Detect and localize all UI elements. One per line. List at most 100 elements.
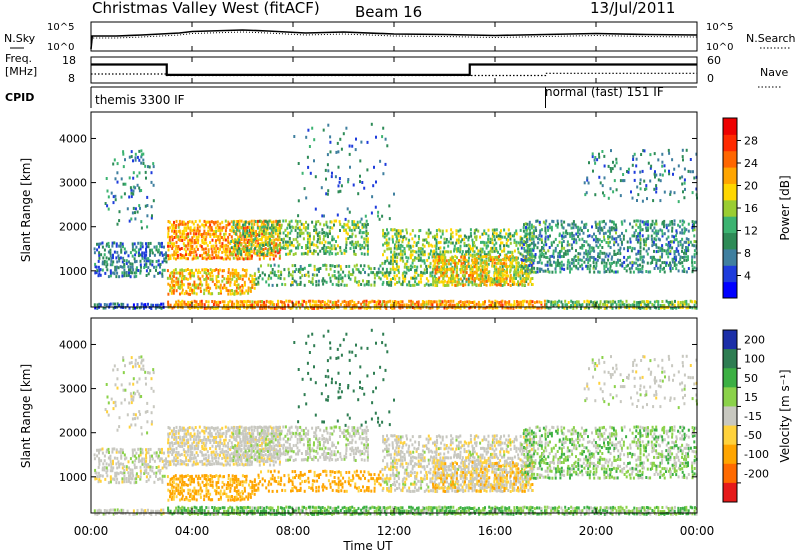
data-cell [198,219,201,223]
data-cell [138,306,141,310]
data-cell [157,259,160,263]
data-cell [467,262,470,266]
data-cell [247,220,250,224]
data-cell [125,456,128,460]
data-cell [549,226,551,230]
data-cell [669,266,672,270]
data-cell [189,274,192,278]
data-cell [441,302,444,306]
data-cell [601,220,604,224]
data-cell [663,303,666,307]
data-cell [390,283,393,287]
data-cell [255,282,258,286]
data-cell [695,306,698,310]
data-cell [443,279,446,283]
data-cell [530,266,533,270]
data-cell [205,257,208,261]
data-cell [557,306,560,310]
data-cell [297,214,300,218]
data-cell [128,474,130,478]
data-cell [445,270,448,274]
data-cell [533,270,535,274]
data-cell [380,303,383,307]
data-cell [495,283,498,287]
data-cell [541,251,544,255]
data-cell [126,509,129,513]
data-cell [138,186,141,190]
data-cell [511,234,514,238]
data-cell [483,253,486,257]
data-cell [114,177,117,181]
data-cell [593,158,596,162]
data-cell [212,220,215,224]
data-cell [491,306,494,310]
data-cell [436,232,438,236]
data-cell [175,283,178,287]
data-cell [347,178,350,181]
data-cell [319,222,322,226]
data-cell [98,272,101,276]
data-cell [271,300,274,304]
data-cell [526,258,529,262]
data-cell [375,303,378,307]
data-cell [151,465,154,469]
data-cell [104,408,107,411]
data-cell [645,184,648,188]
data-cell [647,270,650,274]
data-cell [277,274,280,278]
data-cell [134,459,137,463]
data-cell [331,264,334,268]
data-cell [96,242,98,246]
data-cell [209,228,212,232]
data-cell [655,250,658,254]
data-cell [645,303,648,307]
data-cell [260,238,263,241]
data-cell [205,268,208,272]
data-cell [415,276,418,280]
data-cell [229,292,232,296]
data-cell [459,250,462,254]
data-cell [623,303,626,307]
data-cell [256,253,259,257]
data-cell [636,234,639,238]
data-cell [189,244,192,248]
data-cell [222,238,225,242]
data-cell [217,275,220,278]
data-cell [357,300,360,304]
data-cell [143,266,146,269]
data-cell [574,303,577,307]
data-cell [391,228,394,232]
data-cell [331,226,334,230]
data-cell [267,300,270,304]
data-cell [283,303,286,307]
data-cell [298,283,301,286]
data-cell [191,271,193,275]
data-cell [539,231,542,235]
data-cell [691,255,694,259]
data-cell [348,152,351,156]
data-cell [143,254,146,258]
data-cell [242,226,245,230]
data-cell [97,274,100,278]
data-cell [659,228,662,232]
data-cell [482,302,485,306]
data-cell [349,241,352,245]
data-cell [105,383,108,386]
data-cell [145,247,147,251]
data-cell [693,228,696,232]
data-cell [681,256,684,259]
data-cell [333,270,336,273]
data-cell [661,247,664,251]
data-cell [239,232,242,235]
data-cell [361,226,364,230]
data-cell [121,271,124,275]
data-cell [191,288,194,292]
data-cell [478,306,481,310]
data-cell [685,240,687,244]
data-cell [327,189,330,193]
data-cell [556,244,559,247]
data-cell [538,300,541,304]
data-cell [675,247,678,251]
data-cell [531,231,534,235]
data-cell [392,267,395,271]
